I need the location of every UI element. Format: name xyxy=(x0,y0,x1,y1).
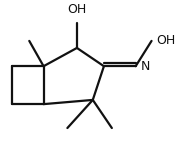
Text: OH: OH xyxy=(67,3,86,16)
Text: N: N xyxy=(140,60,150,73)
Text: OH: OH xyxy=(156,34,176,47)
